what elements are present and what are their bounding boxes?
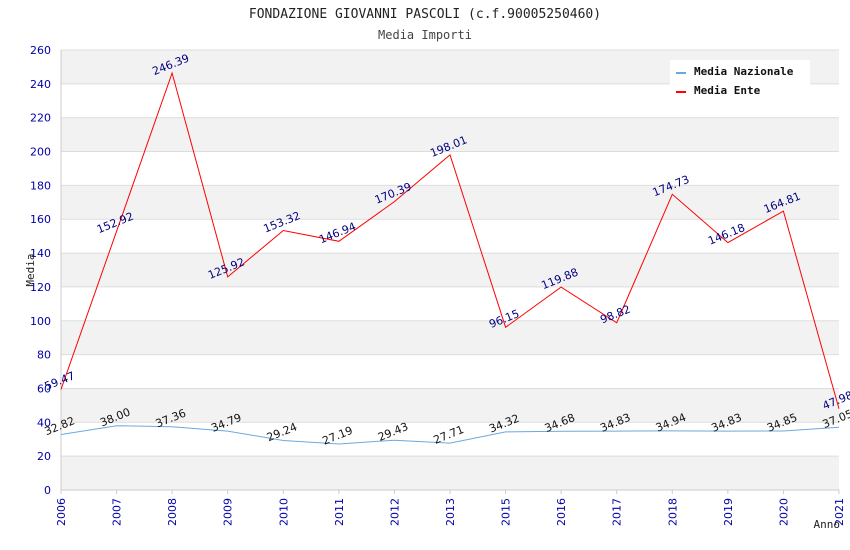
legend-label-media-ente: Media Ente xyxy=(694,84,761,97)
x-axis-label: Anno xyxy=(814,518,841,531)
x-tick-label: 2018 xyxy=(666,498,679,526)
legend-box xyxy=(670,60,810,102)
y-tick-label: 120 xyxy=(30,281,51,294)
y-tick-label: 0 xyxy=(44,484,51,497)
y-tick-label: 40 xyxy=(37,416,51,429)
x-tick-label: 2020 xyxy=(777,498,790,526)
grid-band xyxy=(61,185,839,220)
data-label-media-ente: 146.18 xyxy=(706,221,747,247)
series-line-media-nazionale xyxy=(60,425,840,445)
x-tick-label: 2017 xyxy=(611,498,624,526)
y-tick-label: 60 xyxy=(37,382,51,395)
x-tick-label: 2009 xyxy=(222,498,235,526)
grid-band xyxy=(61,320,839,355)
x-tick-label: 2008 xyxy=(166,498,179,526)
y-axis-label: Media xyxy=(24,253,37,286)
y-tick-label: 20 xyxy=(37,450,51,463)
chart-subtitle: Media Importi xyxy=(378,28,472,42)
grid-bands xyxy=(61,50,839,490)
series-line-media-ente xyxy=(60,71,840,409)
y-tick-label: 240 xyxy=(30,78,51,91)
y-tick-label: 260 xyxy=(30,44,51,57)
grid-band xyxy=(61,253,839,287)
chart-title: FONDAZIONE GIOVANNI PASCOLI (c.f.9000525… xyxy=(249,7,601,22)
y-tick-label: 80 xyxy=(37,349,51,362)
y-tick-label: 160 xyxy=(30,213,51,226)
x-tick-label: 2019 xyxy=(722,498,735,526)
y-axis-ticks: 0 20 40 60 80 100 120 140 160 180 200 220 240 260 xyxy=(30,44,51,497)
grid-band xyxy=(61,117,839,152)
x-axis-ticks: 2006 2007 2008 2009 2010 2011 2012 2013 2015 2016… xyxy=(55,490,846,526)
y-tick-label: 180 xyxy=(30,179,51,192)
x-tick-label: 2007 xyxy=(111,498,124,526)
y-tick-label: 220 xyxy=(30,112,51,125)
legend-label-media-nazionale: Media Nazionale xyxy=(694,65,794,78)
y-tick-label: 140 xyxy=(30,247,51,260)
x-tick-label: 2006 xyxy=(55,498,68,526)
series-group xyxy=(60,71,840,445)
y-tick-label: 200 xyxy=(30,146,51,159)
data-label-media-ente: 146.94 xyxy=(317,220,358,246)
grid-band xyxy=(61,456,839,490)
x-tick-label: 2012 xyxy=(388,498,401,526)
grid-band xyxy=(61,388,839,423)
x-tick-label: 2016 xyxy=(555,498,568,526)
x-tick-label: 2021 xyxy=(833,498,846,526)
y-tick-label: 100 xyxy=(30,315,51,328)
x-tick-label: 2011 xyxy=(333,498,346,526)
x-tick-label: 2010 xyxy=(277,498,290,526)
legend: Media Nazionale Media Ente xyxy=(670,60,810,102)
x-tick-label: 2013 xyxy=(444,498,457,526)
x-tick-label: 2015 xyxy=(500,498,513,526)
